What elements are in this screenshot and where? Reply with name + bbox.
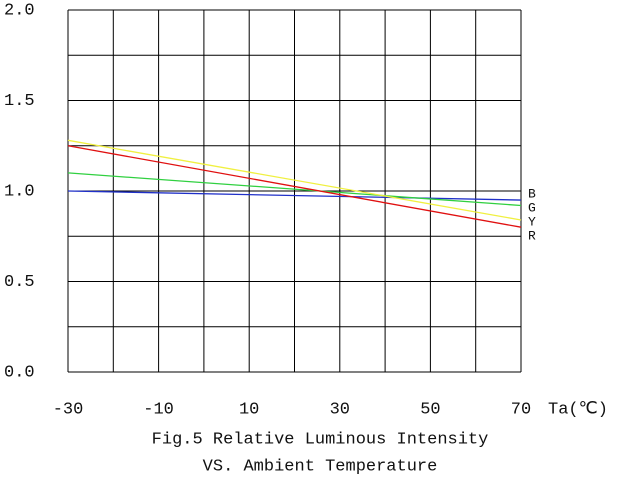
x-tick-label: -30 — [53, 400, 84, 419]
x-axis-label: Ta(℃) — [548, 400, 608, 419]
series-line — [67, 172, 522, 207]
x-tick-label: 70 — [511, 400, 531, 419]
y-tick-label: 0.0 — [4, 363, 35, 382]
x-tick-label: -10 — [143, 400, 174, 419]
x-tick-label: 50 — [420, 400, 440, 419]
y-tick-label: 2.0 — [4, 1, 35, 20]
legend-label: B — [528, 186, 536, 201]
legend-label: G — [528, 200, 536, 215]
series-line — [67, 145, 522, 228]
y-tick-label: 1.5 — [4, 92, 35, 111]
chart-title: Fig.5 Relative Luminous Intensity — [152, 430, 489, 449]
x-tick-label: 10 — [239, 400, 259, 419]
y-tick-label: 1.0 — [4, 182, 35, 201]
legend-label: R — [528, 228, 536, 243]
legend-label: Y — [528, 214, 536, 229]
series-line — [67, 190, 522, 201]
chart-title: VS. Ambient Temperature — [203, 457, 438, 476]
series-line — [67, 139, 522, 221]
x-tick-label: 30 — [330, 400, 350, 419]
y-tick-label: 0.5 — [4, 273, 35, 292]
